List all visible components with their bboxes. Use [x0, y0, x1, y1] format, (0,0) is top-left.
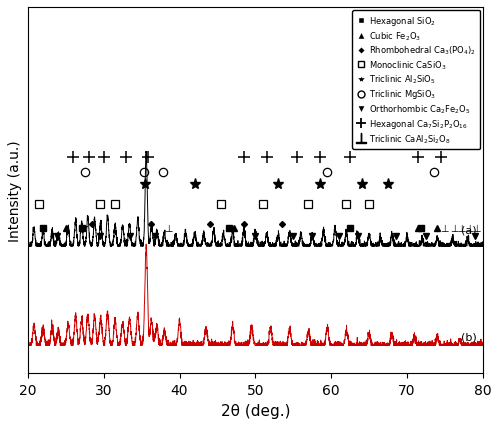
Text: ⊥: ⊥ — [458, 224, 466, 233]
Text: (b): (b) — [461, 332, 477, 342]
Text: ⊥: ⊥ — [164, 224, 172, 233]
Text: ⊥: ⊥ — [472, 224, 481, 233]
Text: ⊥: ⊥ — [465, 224, 473, 233]
X-axis label: 2θ (deg.): 2θ (deg.) — [220, 403, 290, 417]
Text: ⊥: ⊥ — [440, 224, 449, 233]
Text: (a): (a) — [461, 225, 477, 235]
Text: ⊥: ⊥ — [450, 224, 458, 233]
Legend: Hexagonal SiO$_2$, Cubic Fe$_2$O$_3$, Rhombohedral Ca$_3$(PO$_4$)$_2$, Monoclini: Hexagonal SiO$_2$, Cubic Fe$_2$O$_3$, Rh… — [352, 11, 480, 150]
Y-axis label: Intensity (a.u.): Intensity (a.u.) — [8, 140, 22, 242]
